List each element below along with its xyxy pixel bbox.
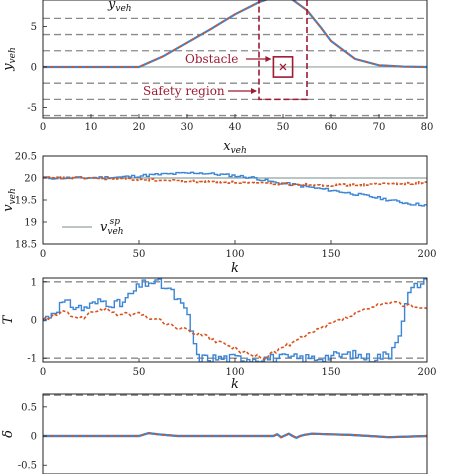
y-axis-label: δ (1, 430, 16, 438)
curve-label: yveh (107, 0, 132, 14)
x-tick-label: 20 (133, 122, 146, 133)
x-tick-label: 50 (277, 122, 290, 133)
y-tick-label: 1 (31, 277, 37, 288)
plot-area (43, 394, 427, 440)
y-tick-label: 0 (31, 316, 37, 327)
x-tick-label: 0 (40, 367, 46, 378)
series-line-orange (43, 301, 427, 361)
x-tick-label: 200 (417, 367, 436, 378)
plot-area (43, 278, 427, 362)
y-axis-label: T (1, 314, 16, 324)
x-axis-label: k (231, 377, 239, 392)
y-axis-label-sub: veh (8, 47, 18, 63)
panel-2: vvehsp 0 50 100 150 200 18.5 19 19.5 20 20.5 k vveh (1, 152, 437, 277)
series-line-blue (43, 171, 427, 207)
panel-4: -0.5 0 0.5 δ (1, 393, 428, 474)
y-tick-label: -5 (27, 103, 37, 114)
y-tick-label: 5 (31, 22, 37, 33)
legend-label: vvehsp (100, 217, 124, 237)
x-tick-label: 80 (421, 122, 434, 133)
y-tick-label: 20 (24, 174, 37, 185)
obstacle-box (272, 56, 294, 78)
x-tick-label: 150 (321, 249, 340, 260)
x-tick-label: 100 (225, 367, 244, 378)
series-line-orange (43, 176, 427, 187)
axes-frame (42, 393, 428, 474)
x-tick-label: 150 (321, 367, 340, 378)
legend-sub: veh (107, 227, 123, 237)
x-axis-label-sub: veh (231, 146, 247, 156)
obstacle-center-mark (279, 63, 287, 71)
x-tick-label: 70 (373, 122, 386, 133)
y-tick-label: 19.5 (15, 196, 37, 207)
obstacle-arrowhead (265, 56, 272, 62)
curve-label-sub: veh (115, 4, 131, 14)
x-tick-label: 30 (181, 122, 194, 133)
x-tick-label: 60 (325, 122, 338, 133)
safety-region-box (258, 0, 308, 101)
y-tick-label: 19 (24, 218, 37, 229)
y-tick-label: 18.5 (15, 240, 37, 251)
y-tick-label: 0 (31, 62, 37, 73)
series-line-blue (43, 278, 427, 362)
x-tick-label: 0 (40, 249, 46, 260)
x-tick-label: 40 (229, 122, 242, 133)
x-tick-label: 50 (133, 249, 146, 260)
safety-region-label: Safety region (143, 84, 225, 98)
safety-arrowhead (251, 88, 257, 94)
obstacle-label: Obstacle (185, 52, 238, 66)
plot-area (43, 171, 427, 207)
legend-sup: sp (110, 217, 121, 227)
x-tick-label: 100 (225, 249, 244, 260)
y-axis-label-sub: veh (8, 188, 18, 204)
x-tick-label: 0 (40, 122, 46, 133)
y-axis-label: yveh (1, 47, 18, 72)
x-axis-label: xveh (223, 139, 247, 156)
y-tick-label: 20.5 (15, 152, 37, 163)
x-axis-label: k (231, 261, 239, 276)
y-tick-label: 0 (31, 432, 37, 443)
y-axis-label: vveh (1, 188, 18, 212)
y-tick-label: -1 (27, 354, 37, 365)
axes-frame (42, 277, 428, 363)
x-tick-label: 50 (133, 367, 146, 378)
series-line-orange (43, 432, 427, 439)
x-tick-label: 10 (85, 122, 98, 133)
plot-area (43, 0, 427, 117)
y-tick-label: 0.5 (21, 402, 37, 413)
series-line-orange (43, 0, 427, 68)
x-tick-label: 200 (417, 249, 436, 260)
y-tick-label: -0.5 (18, 461, 37, 472)
